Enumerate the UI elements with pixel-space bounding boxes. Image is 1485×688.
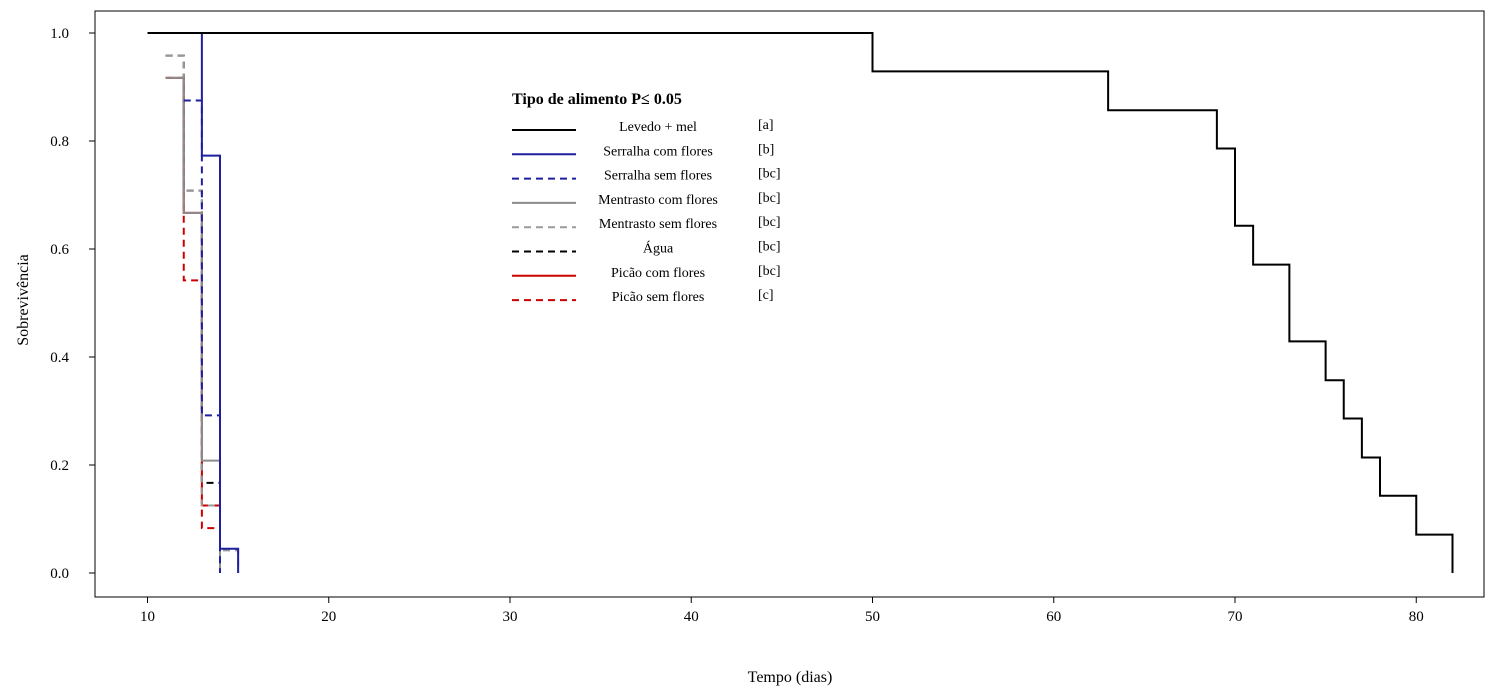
x-tick-label: 60 [1046,609,1061,625]
legend-group: [a] [758,118,774,133]
y-axis-title: Sobrevivência [15,254,32,346]
legend: Tipo de alimento P≤ 0.05 Levedo + mel [a]… [512,91,781,305]
x-tick-label: 40 [684,609,699,625]
y-tick-label: 0.6 [50,242,69,258]
legend-group: [bc] [758,240,781,255]
legend-group: [b] [758,142,774,157]
series-line-3 [183,99,221,573]
plot-lines [147,32,1454,573]
legend-label: Serralha sem flores [604,169,712,184]
y-tick-label: 1.0 [50,26,69,42]
series-line-4 [165,76,221,573]
x-tick-label: 30 [503,609,518,625]
legend-label: Serralha com flores [603,144,713,159]
x-axis-title: Tempo (dias) [748,669,833,686]
plot-frame [94,10,1485,598]
legend-group: [bc] [758,167,781,182]
legend-group: [bc] [758,191,781,206]
series-line-6 [165,54,221,573]
legend-label: Picão com flores [611,266,705,281]
legend-group: [c] [758,288,774,303]
legend-label: Levedo + mel [619,120,697,135]
x-tick-label: 20 [321,609,336,625]
y-tick-label: 0.4 [50,350,69,366]
legend-group: [bc] [758,215,781,230]
series-line-1 [147,32,1454,573]
axes: 10 20 30 40 50 60 70 80 0.0 0.2 0.4 0.6 0.8 1.0 [50,10,1485,625]
y-tick-label: 0.0 [50,566,69,582]
x-tick-label: 50 [865,609,880,625]
x-tick-label: 10 [140,609,155,625]
series-line-7 [165,76,221,573]
legend-label: Mentrasto com flores [598,193,718,208]
legend-label: Picão sem flores [612,290,705,305]
legend-label: Mentrasto sem flores [599,217,717,232]
y-tick-label: 0.2 [50,458,69,474]
x-tick-label: 80 [1409,609,1424,625]
series-line-8 [165,76,221,573]
legend-title: Tipo de alimento P≤ 0.05 [512,91,682,108]
x-tick-label: 70 [1228,609,1243,625]
legend-label: Água [643,240,674,257]
legend-group: [bc] [758,264,781,279]
y-tick-label: 0.8 [50,134,69,150]
